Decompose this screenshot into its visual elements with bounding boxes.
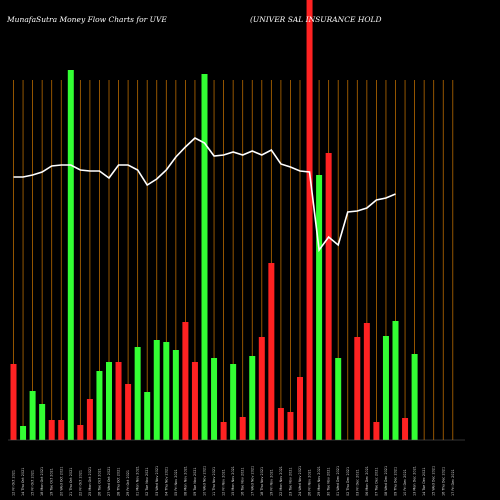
x-tick-label: 10 Wed Nov 2021	[203, 466, 207, 496]
money-flow-bar	[325, 153, 332, 440]
x-tick-label: 01 Mon Nov 2021	[136, 466, 140, 496]
x-tick-label: 10 Fri Dec 2021	[403, 469, 407, 496]
x-tick-label: 16 Tue Nov 2021	[241, 467, 245, 496]
x-tick-label: 29 Fri Oct 2021	[126, 470, 130, 496]
x-tick-label: 17 Fri Dec 2021	[451, 469, 455, 496]
money-flow-bar	[335, 358, 342, 440]
x-tick-label: 03 Wed Nov 2021	[155, 466, 159, 496]
money-flow-bar	[354, 337, 361, 440]
money-flow-bar	[230, 364, 237, 440]
chart-title-right: (UNIVER SAL INSURANCE HOLD	[250, 15, 382, 24]
money-flow-bar	[115, 362, 122, 440]
money-flow-bar	[402, 418, 409, 440]
money-flow-bar	[392, 321, 399, 440]
x-tick-label: 15 Mon Nov 2021	[231, 466, 235, 496]
x-tick-label: 17 Wed Nov 2021	[250, 466, 254, 496]
money-flow-bar	[10, 364, 17, 440]
x-tick-label: 24 Wed Nov 2021	[298, 466, 302, 496]
money-flow-bar	[411, 354, 418, 440]
money-flow-bar	[39, 404, 46, 440]
money-flow-line	[13, 137, 396, 253]
money-flow-bar	[67, 70, 74, 440]
x-tick-label: 29 Mon Nov 2021	[317, 466, 321, 496]
x-tick-label: 06 Mon Dec 2021	[365, 466, 369, 496]
x-tick-label: 12 Fri Nov 2021	[222, 469, 226, 496]
bar-series	[10, 0, 418, 440]
x-tick-label: 08 Wed Dec 2021	[384, 466, 388, 496]
x-tick-label: 27 Wed Oct 2021	[107, 467, 111, 496]
money-flow-bar	[306, 0, 313, 440]
money-flow-bar	[58, 420, 65, 440]
money-flow-bar	[106, 362, 112, 440]
money-flow-bar	[239, 417, 246, 440]
money-flow-bar	[172, 350, 179, 440]
money-flow-bar	[297, 377, 303, 440]
money-flow-bar	[363, 323, 370, 440]
x-tick-label: 15 Wed Dec 2021	[432, 466, 436, 496]
money-flow-bar	[144, 392, 151, 440]
money-flow-bar	[211, 358, 218, 440]
x-tick-label: 11 Thu Nov 2021	[212, 467, 216, 496]
money-flow-bar	[268, 263, 275, 440]
x-tick-label: 02 Tue Nov 2021	[145, 467, 149, 496]
x-tick-label: 01 Wed Dec 2021	[336, 466, 340, 496]
x-tick-label: 04 Thu Nov 2021	[164, 467, 168, 496]
money-flow-bar	[77, 425, 84, 440]
x-tick-label: 26 Tue Oct 2021	[97, 468, 101, 496]
x-tick-label: 13 Mon Dec 2021	[413, 466, 417, 496]
x-tick-label: 15 Fri Oct 2021	[31, 470, 35, 496]
x-tick-label: 23 Tue Nov 2021	[288, 467, 292, 496]
x-tick-label: 05 Fri Nov 2021	[174, 469, 178, 496]
x-tick-label: 21 Thu Oct 2021	[69, 468, 73, 496]
x-tick-label: 07 Tue Dec 2021	[374, 467, 378, 496]
x-tick-label: 09 Tue Nov 2021	[193, 467, 197, 496]
money-flow-bar	[86, 399, 93, 440]
money-flow-bar	[287, 412, 294, 440]
money-flow-bar	[48, 420, 55, 440]
x-tick-label: 12 Fri Oct 2021	[12, 470, 16, 496]
money-flow-bar	[153, 340, 160, 440]
x-tick-label: 30 Tue Nov 2021	[327, 467, 331, 496]
x-tick-label: 28 Thu Oct 2021	[117, 468, 121, 496]
money-flow-bar	[373, 422, 380, 440]
x-tick-label: 14 Thu Oct 2021	[21, 468, 25, 496]
money-flow-bar	[249, 356, 256, 440]
x-tick-label: 09 Thu Dec 2021	[394, 467, 398, 496]
money-flow-bar	[163, 342, 170, 440]
money-flow-bar	[277, 408, 284, 440]
x-tick-label: 02 Thu Dec 2021	[346, 467, 350, 496]
money-flow-bar	[316, 175, 323, 440]
money-flow-bar	[134, 347, 141, 440]
x-tick-label: 22 Fri Oct 2021	[78, 470, 82, 496]
x-tick-label: 18 Thu Nov 2021	[260, 467, 264, 496]
x-tick-label: 26 Fri Nov 2021	[308, 469, 312, 496]
money-flow-bar	[29, 391, 36, 440]
money-flow-bar	[20, 426, 27, 440]
x-tick-label: 03 Fri Dec 2021	[355, 469, 359, 496]
money-flow-bar	[96, 371, 103, 440]
money-flow-bar	[182, 322, 189, 440]
money-flow-bar	[258, 337, 265, 440]
money-flow-bar	[201, 74, 208, 440]
x-tick-label: 19 Tue Oct 2021	[50, 468, 54, 496]
x-tick-label: 19 Fri Nov 2021	[269, 469, 273, 496]
money-flow-bar	[220, 422, 227, 440]
x-tick-label: 16 Thu Dec 2021	[441, 467, 445, 496]
x-tick-label: 08 Mon Nov 2021	[183, 466, 187, 496]
money-flow-bar	[191, 362, 198, 440]
x-tick-label: 22 Mon Nov 2021	[279, 466, 283, 496]
money-flow-bar	[382, 336, 389, 440]
x-tick-label: 14 Tue Dec 2021	[422, 467, 426, 496]
chart-title-left: MunafaSutra Money Flow Charts for UVE	[6, 15, 167, 24]
x-tick-label: 20 Wed Oct 2021	[59, 467, 63, 496]
x-axis-tick-labels: 12 Fri Oct 2021 14 Thu Oct 2021 15 Fri Oct…	[12, 466, 455, 496]
x-tick-label: 25 Mon Oct 2021	[88, 467, 92, 496]
x-tick-label: 18 Mon Oct 2021	[40, 467, 44, 496]
money-flow-bar	[125, 384, 132, 440]
